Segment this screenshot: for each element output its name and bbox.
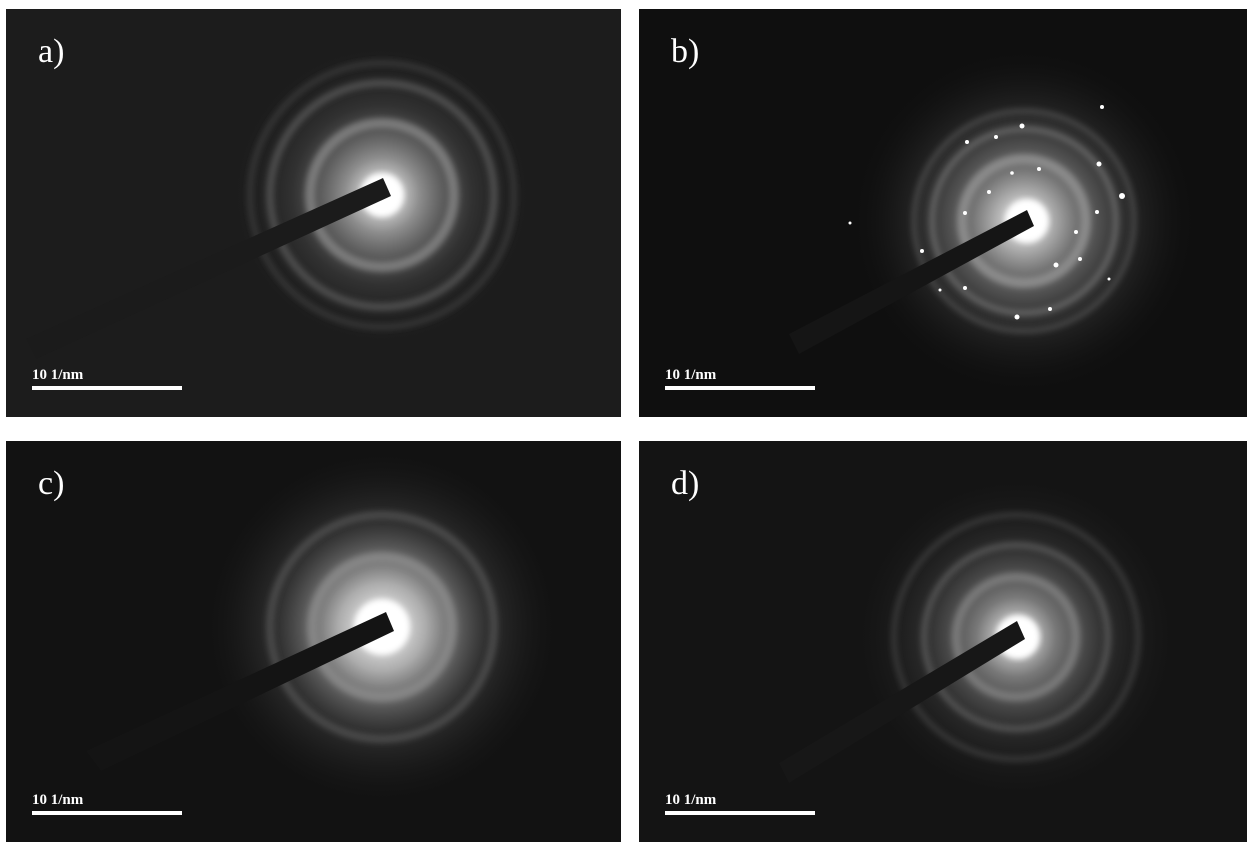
scale-bar-label: 10 1/nm xyxy=(32,367,84,383)
diffraction-spots xyxy=(848,105,1125,320)
scale-bar xyxy=(665,811,815,815)
diffraction-panel-c: c) 10 1/nm xyxy=(6,441,621,842)
diffraction-pattern-b xyxy=(639,9,1247,417)
scale-bar xyxy=(32,386,182,390)
diffraction-pattern-c xyxy=(6,441,621,842)
diffraction-pattern-d xyxy=(639,441,1247,842)
scale-bar xyxy=(665,386,815,390)
scale-bar-label: 10 1/nm xyxy=(665,367,717,383)
diffraction-panel-d: d) 10 1/nm xyxy=(639,441,1247,842)
panel-label: d) xyxy=(671,465,700,502)
scale-bar-label: 10 1/nm xyxy=(665,792,717,808)
diffraction-panel-b: b) 10 1/nm xyxy=(639,9,1247,417)
diffraction-pattern-a xyxy=(6,9,621,417)
diffraction-panel-a: a) 10 1/nm xyxy=(6,9,621,417)
scale-bar xyxy=(32,811,182,815)
panel-label: b) xyxy=(671,33,700,70)
panel-label: c) xyxy=(38,465,65,502)
scale-bar-label: 10 1/nm xyxy=(32,792,84,808)
panel-label: a) xyxy=(38,33,65,70)
